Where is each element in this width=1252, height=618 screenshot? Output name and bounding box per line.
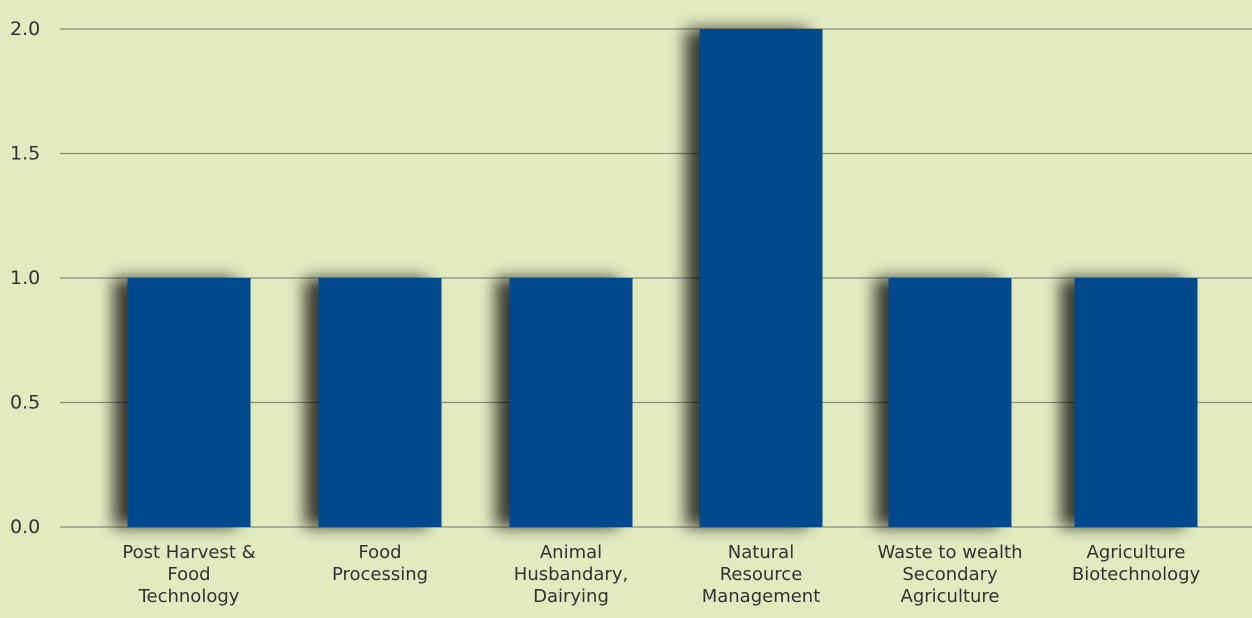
bar xyxy=(1074,278,1198,527)
bar xyxy=(127,278,251,527)
y-axis-tick-labels: 0.0 0.5 1.0 1.5 2.0 xyxy=(10,18,40,538)
bar xyxy=(509,278,633,527)
x-category-label-line: Animal xyxy=(540,542,602,563)
x-category-label-line: Post Harvest & xyxy=(122,542,255,563)
bar xyxy=(888,278,1012,527)
x-category-label-line: Biotechnology xyxy=(1072,564,1201,585)
x-axis-category-labels: Post Harvest &FoodTechnologyFoodProcessi… xyxy=(122,542,1200,607)
y-tick-label: 0.5 xyxy=(10,392,40,414)
y-tick-label: 0.0 xyxy=(10,516,40,538)
y-tick-label: 2.0 xyxy=(10,18,40,40)
x-category-label-line: Secondary xyxy=(902,564,998,585)
x-category-label-line: Dairying xyxy=(533,586,609,607)
x-category-label-line: Husbandary, xyxy=(514,564,628,585)
x-category-label-line: Waste to wealth xyxy=(878,542,1023,563)
x-category-label-line: Management xyxy=(702,586,821,607)
bar xyxy=(318,278,442,527)
x-category-label-line: Resource xyxy=(720,564,803,585)
gridlines xyxy=(60,28,1252,528)
bar xyxy=(699,29,823,527)
x-category-label-line: Food xyxy=(358,542,401,563)
y-tick-label: 1.5 xyxy=(10,143,40,165)
x-category-label-line: Natural xyxy=(728,542,794,563)
x-category-label-line: Agriculture xyxy=(901,586,1000,607)
x-category-label-line: Processing xyxy=(332,564,428,585)
bars xyxy=(127,29,1198,527)
x-category-label-line: Technology xyxy=(138,586,240,607)
y-tick-label: 1.0 xyxy=(10,267,40,289)
x-category-label-line: Agriculture xyxy=(1087,542,1186,563)
x-category-label-line: Food xyxy=(167,564,210,585)
